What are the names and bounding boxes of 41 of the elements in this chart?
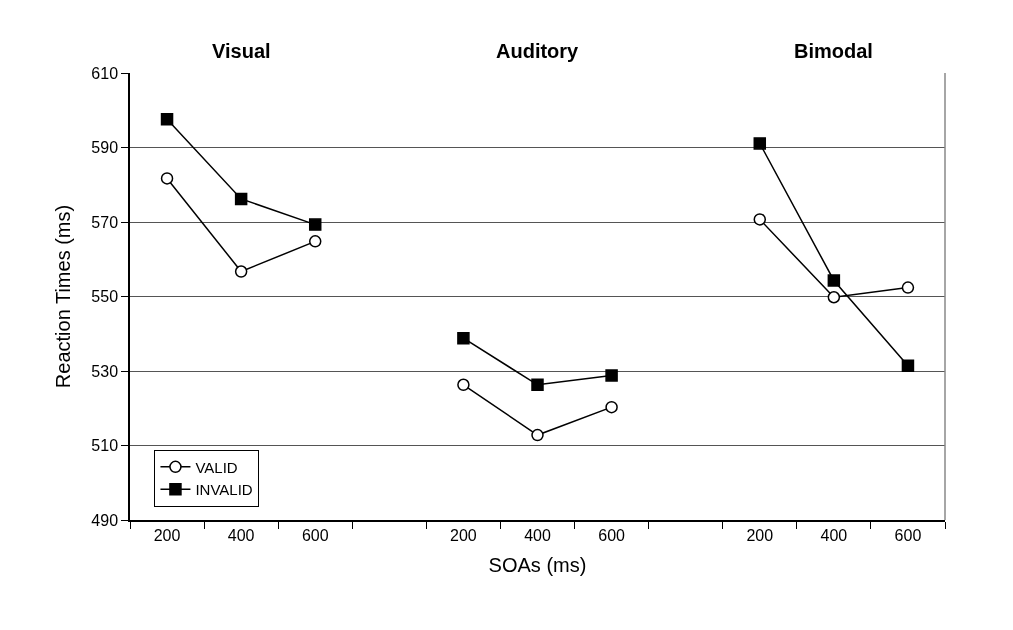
x-tick-label: 600 (894, 526, 922, 544)
point (234, 265, 248, 278)
point (531, 428, 544, 442)
point (753, 213, 767, 226)
point (827, 274, 841, 287)
text: Bimodal (794, 40, 873, 62)
point (457, 378, 470, 392)
legend-label: VALID (195, 458, 238, 476)
y-tick-label: 610 (91, 64, 119, 82)
x-tick-label: 600 (598, 526, 626, 544)
legend-label: INVALID (195, 481, 253, 499)
x-axis-title: SOAs (ms) (488, 553, 587, 576)
point (753, 137, 767, 150)
point (160, 112, 174, 126)
y-tick-label: 490 (91, 511, 119, 529)
point (605, 400, 618, 414)
x-tick-label: 400 (227, 526, 255, 544)
x-tick-label: 200 (746, 526, 774, 544)
text: Visual (212, 40, 271, 62)
y-tick-label: 570 (91, 213, 119, 231)
x-tick-label: 400 (524, 526, 551, 544)
point (234, 192, 248, 206)
point (901, 359, 915, 373)
point (531, 378, 544, 392)
y-tick-label: 530 (91, 362, 119, 380)
x-tick-label: 400 (820, 526, 848, 544)
point (827, 291, 841, 304)
point (901, 281, 915, 294)
point (308, 235, 322, 248)
y-axis-title: Reaction Times (ms) (52, 204, 75, 389)
y-tick-label: 590 (91, 139, 119, 157)
y-tick-label: 510 (91, 437, 119, 455)
point (605, 369, 618, 382)
x-tick-label: 200 (153, 526, 181, 544)
y-tick-label: 550 (91, 288, 119, 306)
point (160, 172, 174, 185)
x-tick-label: 200 (450, 526, 477, 544)
point (308, 218, 322, 231)
point (457, 331, 470, 345)
x-tick-label: 600 (301, 526, 329, 544)
text: Auditory (496, 40, 580, 62)
